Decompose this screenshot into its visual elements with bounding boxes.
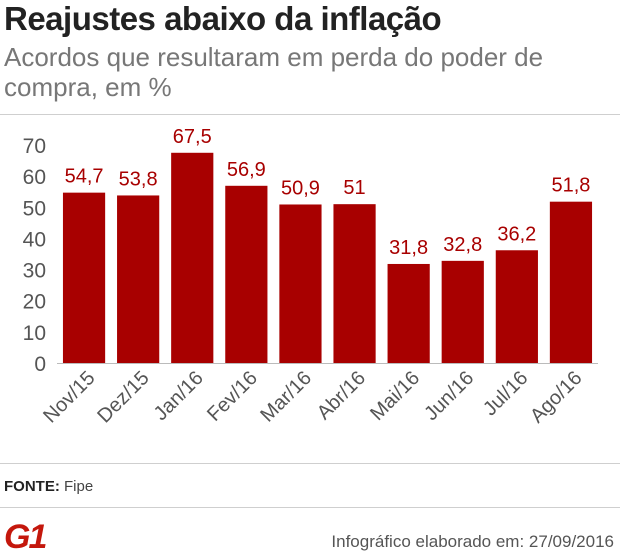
data-label: 67,5 <box>173 126 212 148</box>
bar <box>171 152 214 363</box>
x-tick-label: Jan/16 <box>150 367 208 425</box>
y-tick-label: 40 <box>23 228 46 251</box>
bar <box>62 192 106 363</box>
x-tick-label: Mai/16 <box>366 367 424 425</box>
y-tick-label: 70 <box>23 135 46 158</box>
data-label: 50,9 <box>281 177 320 199</box>
y-tick-label: 10 <box>23 322 46 345</box>
bar <box>279 204 322 363</box>
data-label: 31,8 <box>389 237 428 259</box>
bar <box>225 185 268 363</box>
data-label: 54,7 <box>65 166 104 188</box>
y-tick-label: 50 <box>23 197 46 220</box>
y-tick-label: 30 <box>23 260 46 283</box>
chart-bottom-divider <box>0 463 620 464</box>
x-tick-label: Abr/16 <box>313 367 370 424</box>
x-tick-label: Jun/16 <box>420 367 478 425</box>
top-divider <box>0 114 620 115</box>
bar <box>387 263 430 363</box>
x-tick-label: Nov/15 <box>39 367 99 427</box>
footer-divider <box>0 507 620 508</box>
x-tick-label: Dez/15 <box>93 367 153 427</box>
source-value: Fipe <box>64 478 94 495</box>
data-label: 51 <box>343 177 365 199</box>
chart-subtitle: Acordos que resultaram em perda do poder… <box>4 42 544 102</box>
x-tick-label: Ago/16 <box>526 367 586 427</box>
data-label: 32,8 <box>443 234 482 256</box>
g1-logo: G1 <box>4 519 48 551</box>
bar-chart: 0 10 20 30 40 50 60 70 54,7 Nov/15 53,8 Dez/15 67,5 J… <box>23 126 598 427</box>
source-note: FONTE: Fipe <box>4 478 93 495</box>
x-tick-label: Fev/16 <box>203 367 262 426</box>
bar <box>333 204 376 363</box>
y-tick-label: 60 <box>23 166 46 189</box>
data-label: 51,8 <box>551 175 590 197</box>
x-tick-label: Jul/16 <box>479 367 532 420</box>
g1-logo-text: G1 <box>4 519 46 551</box>
data-label: 56,9 <box>227 159 266 181</box>
bar <box>441 260 484 363</box>
source-label: FONTE: <box>4 478 60 495</box>
data-label: 53,8 <box>119 168 158 190</box>
bar <box>117 195 160 363</box>
chart-title: Reajustes abaixo da inflação <box>4 0 442 37</box>
x-tick-label: Mar/16 <box>256 367 316 427</box>
bar <box>549 201 593 363</box>
data-label: 36,2 <box>497 223 536 245</box>
y-tick-label: 20 <box>23 291 46 314</box>
y-tick-label: 0 <box>34 353 46 376</box>
bar <box>495 250 538 363</box>
credit-note: Infográfico elaborado em: 27/09/2016 <box>331 532 614 551</box>
